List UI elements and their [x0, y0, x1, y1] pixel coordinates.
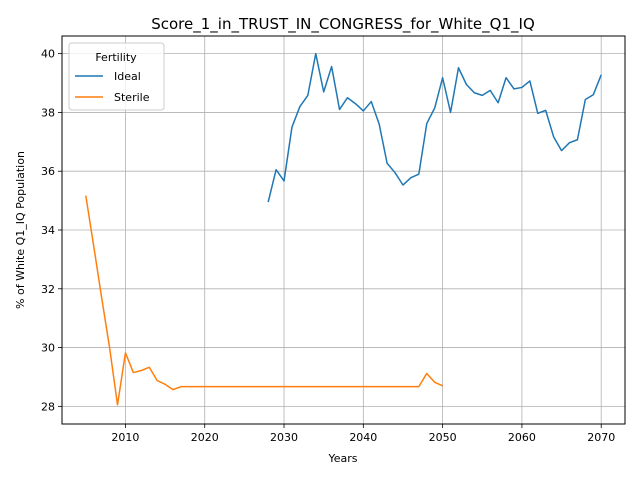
x-tick-label: 2020 — [191, 431, 219, 444]
chart-title: Score_1_in_TRUST_IN_CONGRESS_for_White_Q… — [151, 15, 535, 34]
series-line-sterile — [85, 195, 443, 406]
axis-ticks: 2010 2020 2030 2040 2050 2060 2070 28 30 32 34 36 38… — [41, 48, 615, 444]
x-tick-label: 2010 — [111, 431, 139, 444]
legend: Fertility Ideal Sterile — [68, 42, 165, 111]
y-tick-label: 38 — [41, 106, 55, 119]
y-tick-label: 30 — [41, 342, 55, 355]
y-axis-label: % of White Q1_IQ Population — [14, 151, 27, 309]
legend-label-ideal: Ideal — [114, 70, 141, 83]
y-tick-label: 32 — [41, 283, 55, 296]
legend-title: Fertility — [95, 51, 137, 64]
y-tick-label: 40 — [41, 48, 55, 61]
x-tick-label: 2030 — [270, 431, 298, 444]
x-tick-label: 2070 — [587, 431, 615, 444]
x-tick-label: 2060 — [508, 431, 536, 444]
x-axis-label: Years — [327, 452, 357, 465]
x-tick-label: 2040 — [349, 431, 377, 444]
series-line-ideal — [267, 52, 602, 203]
grid-lines — [62, 36, 625, 424]
y-tick-label: 34 — [41, 224, 55, 237]
x-tick-label: 2050 — [429, 431, 457, 444]
y-tick-label: 28 — [41, 400, 55, 413]
legend-label-sterile: Sterile — [114, 91, 150, 104]
y-tick-label: 36 — [41, 165, 55, 178]
legend-box — [68, 42, 165, 111]
series-lines — [85, 52, 602, 406]
